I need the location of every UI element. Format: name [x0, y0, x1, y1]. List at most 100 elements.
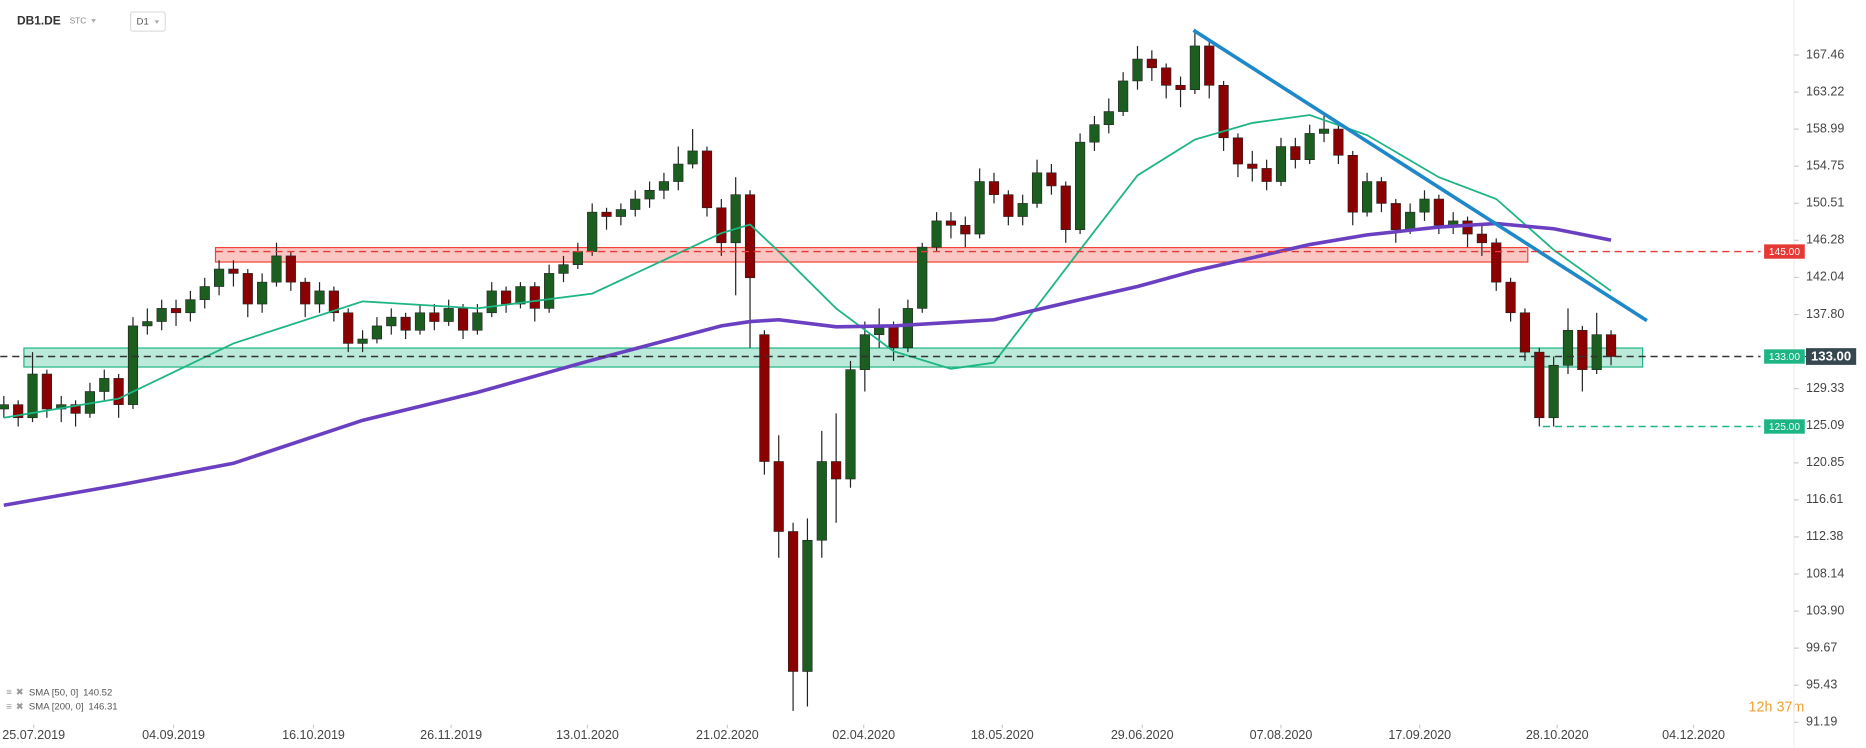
market[interactable]: STC: [70, 16, 87, 26]
candle-body: [802, 539, 813, 672]
candle-body: [99, 378, 110, 392]
candle-body: [1046, 172, 1057, 187]
candle-body: [472, 312, 483, 331]
legend-close: ✖: [16, 701, 24, 712]
candle-body: [845, 369, 856, 480]
x-tick-label: 04.12.2020: [1662, 728, 1725, 742]
timeframe-box[interactable]: [129, 11, 166, 32]
y-tick-label: 112.38: [1806, 529, 1843, 543]
candle-body: [386, 316, 397, 327]
candle-body: [486, 290, 497, 314]
candle-body: [41, 373, 52, 410]
legend-entry: SMA [50, 0] 140.52: [29, 687, 112, 698]
candle-body: [185, 299, 196, 314]
candle-body: [945, 220, 957, 226]
dropdown-arrow[interactable]: [154, 20, 160, 24]
candle-body: [457, 308, 469, 331]
candle-body: [744, 194, 756, 279]
candle-body: [1232, 137, 1244, 165]
candle-body: [558, 264, 569, 274]
candle-body: [687, 150, 698, 165]
x-tick-label: 18.05.2020: [971, 728, 1034, 742]
level-label-box: [1764, 349, 1805, 364]
y-tick-label: 99.67: [1806, 640, 1837, 654]
candle-body: [1247, 163, 1258, 169]
level-label: 145.00: [1769, 247, 1800, 258]
candle-body: [1031, 172, 1043, 204]
candle-body: [271, 255, 282, 283]
candle-body: [1534, 351, 1545, 419]
candle-body: [1433, 198, 1444, 226]
candle-body: [1103, 111, 1114, 125]
y-tick-label: 150.51: [1806, 196, 1844, 210]
level-label: 125.00: [1769, 422, 1800, 433]
x-tick-label: 02.04.2020: [832, 728, 895, 742]
dropdown-arrow[interactable]: [91, 19, 96, 23]
candle-body: [859, 334, 870, 370]
candle-body: [1347, 154, 1358, 213]
legend-icon: ≡: [6, 701, 12, 712]
x-tick-label: 26.11.2019: [420, 728, 482, 742]
x-tick-label: 29.06.2020: [1111, 728, 1174, 742]
legend-name: SMA [200, 0]: [29, 701, 84, 712]
y-tick-label: 91.19: [1806, 715, 1837, 729]
y-tick-label: 142.04: [1806, 270, 1844, 284]
candle-body: [414, 312, 426, 331]
candle-body: [1591, 334, 1602, 370]
y-tick-label: 158.99: [1806, 121, 1844, 135]
candle-body: [831, 461, 842, 480]
candle-body: [1089, 124, 1100, 143]
candle-body: [988, 181, 1000, 195]
candle-body: [1304, 133, 1315, 160]
legend-close: ✖: [16, 687, 24, 698]
legend-value: 146.31: [88, 701, 117, 712]
candle-body: [572, 251, 583, 265]
candle-body: [343, 312, 354, 344]
x-tick-label: 21.02.2020: [696, 728, 759, 742]
last-price-box: [1805, 348, 1857, 365]
candle-body: [1476, 233, 1487, 244]
candle-body: [773, 461, 784, 532]
candle-body: [902, 308, 913, 349]
candle-body: [1275, 146, 1287, 182]
level-label-box: [1764, 419, 1805, 434]
candle-body: [501, 290, 512, 305]
candle-body: [1132, 58, 1143, 82]
candle-body: [199, 286, 210, 300]
candle-body: [314, 290, 325, 305]
y-tick-label: 154.75: [1806, 159, 1844, 173]
countdown: 12h 37m: [1749, 700, 1805, 716]
zone: [23, 347, 1644, 368]
y-tick-label: 103.90: [1806, 603, 1844, 617]
y-tick-label: 116.61: [1806, 492, 1843, 506]
level-label: 133.00: [1769, 352, 1800, 363]
candle-body: [788, 531, 799, 672]
candle-body: [529, 286, 540, 309]
candle-body: [1362, 181, 1373, 213]
candle-body: [960, 224, 971, 235]
candle-body: [1146, 58, 1157, 69]
candle-body: [917, 246, 928, 309]
candle-body: [285, 255, 296, 283]
candle-body: [1290, 146, 1301, 160]
candle-body: [1562, 329, 1574, 366]
candle-body: [644, 189, 655, 200]
candle-body: [113, 378, 124, 405]
candle-body: [1519, 312, 1531, 353]
candle-body: [300, 281, 311, 305]
candle-body: [544, 273, 555, 309]
x-tick-label: 04.09.2019: [142, 728, 205, 742]
candle-body: [70, 404, 81, 414]
candle-body: [1189, 45, 1200, 90]
symbol[interactable]: DB1.DE: [17, 14, 61, 28]
y-tick-label: 167.46: [1806, 47, 1844, 61]
candle-body: [156, 308, 167, 322]
candle-body: [27, 373, 38, 419]
candle-body: [1577, 329, 1588, 370]
candle-body: [1505, 281, 1516, 314]
candle-body: [630, 198, 641, 210]
candle-body: [1390, 203, 1401, 230]
x-tick-label: 16.10.2019: [282, 728, 345, 742]
y-tick-label: 108.14: [1806, 566, 1844, 580]
timeframe[interactable]: D1: [137, 17, 149, 28]
